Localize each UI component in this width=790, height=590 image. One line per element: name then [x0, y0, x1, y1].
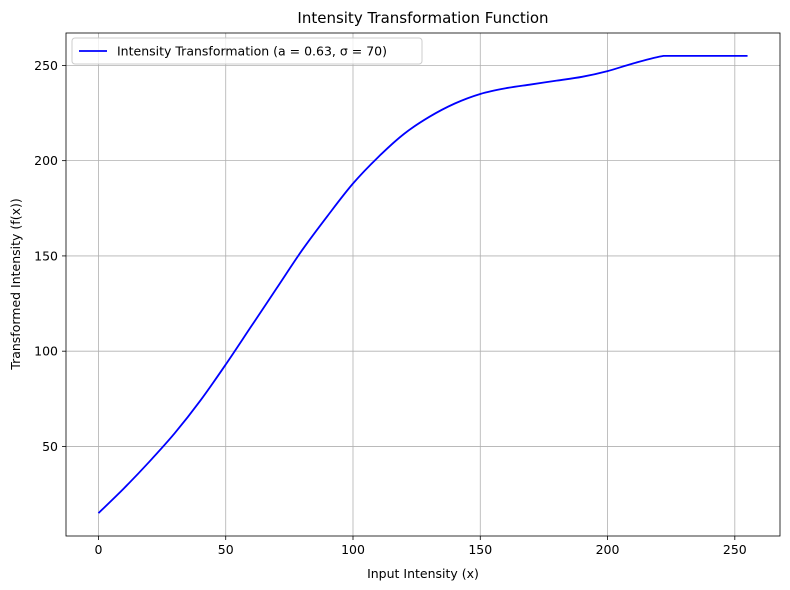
y-axis-label: Transformed Intensity (f(x)) — [8, 198, 23, 370]
x-axis-ticks: 0 50 100 150 200 250 — [94, 536, 747, 557]
x-tick-label: 150 — [468, 542, 492, 557]
y-tick-label: 250 — [34, 58, 58, 73]
grid — [66, 33, 780, 536]
x-tick-label: 50 — [218, 542, 234, 557]
series-layer — [97, 54, 748, 514]
plot-area-frame — [65, 32, 781, 537]
legend: Intensity Transformation (a = 0.63, σ = … — [71, 37, 423, 65]
y-tick-label: 100 — [34, 344, 58, 359]
y-tick-label: 200 — [34, 153, 58, 168]
x-tick-label: 100 — [341, 542, 365, 557]
y-axis-ticks: 50 100 150 200 250 — [34, 58, 66, 454]
chart-title: Intensity Transformation Function — [297, 9, 548, 27]
legend-label: Intensity Transformation (a = 0.63, σ = … — [117, 44, 387, 59]
x-tick-label: 250 — [723, 542, 747, 557]
x-axis-label: Input Intensity (x) — [367, 566, 479, 581]
x-tick-label: 0 — [94, 542, 102, 557]
x-tick-label: 200 — [596, 542, 620, 557]
y-tick-label: 50 — [42, 439, 58, 454]
series-line-0 — [97, 54, 748, 514]
legend-box — [71, 37, 423, 65]
y-tick-label: 150 — [34, 248, 58, 263]
